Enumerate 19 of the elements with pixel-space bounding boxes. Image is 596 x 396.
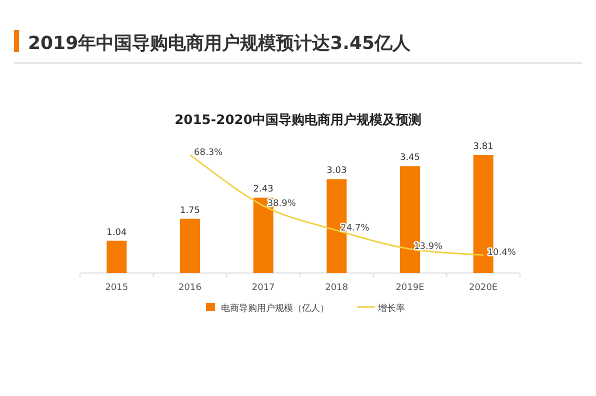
chart-title: 2019年中国导购电商用户规模预计达3.45亿人: [28, 33, 412, 54]
data-label: 3.81: [473, 142, 494, 152]
legend-label: 电商导购用户规模（亿人）: [221, 303, 329, 314]
x-tick-label: 2016: [178, 283, 202, 293]
bar: [180, 218, 200, 273]
data-label: 3.45: [400, 153, 420, 164]
bar: [106, 240, 127, 273]
chart-subtitle: 2015-2020中国导购电商用户规模及预测: [174, 112, 422, 128]
data-label: 1.04: [106, 228, 127, 238]
data-label: 2.43: [253, 184, 274, 195]
data-label: 1.75: [180, 206, 200, 216]
data-label: 68.3%: [194, 148, 224, 158]
legend-label: 增长率: [377, 303, 405, 314]
data-label: 3.03: [326, 166, 347, 176]
x-tick-label: 2017: [252, 283, 275, 293]
x-tick-label: 2020E: [469, 283, 498, 293]
x-tick-label: 2019E: [396, 283, 425, 293]
x-tick-label: 2018: [325, 283, 348, 293]
x-tick-label: 2015: [105, 283, 128, 293]
